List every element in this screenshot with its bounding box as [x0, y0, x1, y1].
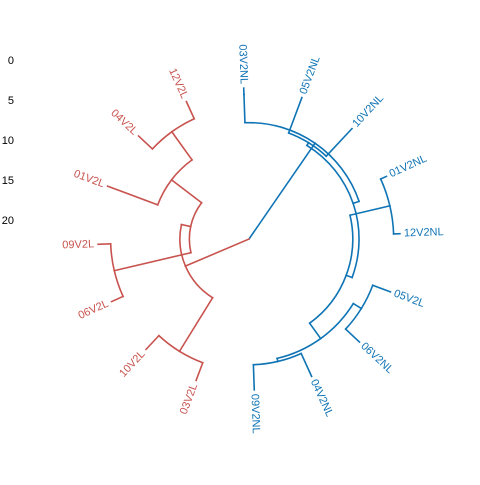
leaf-branch: [139, 136, 153, 149]
radial-tick-label: 10: [2, 135, 14, 147]
radial-tick-label: 20: [2, 215, 14, 227]
radial-branch: [346, 275, 352, 277]
arc-branch: [185, 266, 212, 298]
branches: [98, 88, 400, 390]
leaf-label: 09V2NL: [249, 394, 262, 434]
leaf-label: 05V2NL: [298, 54, 323, 95]
leaf-label: 06V2NL: [358, 340, 395, 376]
radial-branch: [172, 132, 192, 160]
radial-branch: [353, 304, 361, 309]
leaf-branch: [108, 186, 158, 205]
radial-tick-label: 15: [2, 175, 14, 187]
arc-branch: [158, 180, 172, 205]
arc-branch: [172, 119, 194, 132]
radial-branch: [181, 225, 190, 227]
arc-branch: [191, 203, 202, 227]
leaf-label: 10V2NL: [350, 92, 386, 129]
radial-branch: [179, 298, 212, 352]
radial-tick-label: 0: [8, 55, 14, 67]
arc-branch: [381, 179, 390, 206]
arc-branch: [159, 336, 180, 352]
leaf-branch: [326, 129, 352, 157]
leaf-branch: [381, 176, 387, 179]
radial-branch: [114, 253, 191, 271]
radial-branch: [244, 94, 245, 122]
arc-branch: [189, 227, 191, 253]
leaf-branch: [112, 296, 123, 301]
arc-branch: [111, 244, 115, 271]
leaf-label: 03V2L: [178, 382, 200, 416]
leaf-label: 06V2L: [76, 298, 110, 322]
leaf-branch: [289, 98, 302, 133]
leaf-label: 01V2L: [72, 168, 106, 190]
arc-branch: [172, 160, 193, 180]
radial-branch: [172, 180, 202, 203]
arc-branch: [277, 339, 321, 359]
leaf-label: 09V2L: [62, 238, 94, 251]
leaf-label: 12V2NL: [404, 226, 444, 239]
root-branch: [185, 239, 249, 266]
radial-tick-label: 5: [8, 95, 14, 107]
leaf-label: 01V2NL: [388, 153, 429, 180]
arc-branch: [114, 271, 123, 297]
leaf-branch: [346, 329, 360, 342]
arc-branch: [253, 361, 277, 364]
leaf-label: 12V2L: [166, 66, 190, 100]
radial-branch: [310, 323, 321, 338]
leaf-label: 05V2L: [392, 288, 426, 310]
leaf-label: 10V2L: [117, 348, 147, 379]
arc-branch: [152, 132, 171, 149]
arc-branch: [346, 215, 353, 275]
arc-branch: [179, 351, 202, 362]
leaf-branch: [373, 285, 391, 292]
leaf-label: 03V2NL: [236, 44, 249, 84]
leaf-branch: [196, 363, 203, 381]
leaf-label: 04V2NL: [308, 378, 335, 419]
leaf-label: 04V2L: [108, 107, 139, 137]
radial-branch: [353, 201, 359, 203]
leaf-branch: [301, 353, 311, 376]
arc-branch: [310, 275, 347, 323]
arc-branch: [390, 206, 394, 234]
leaf-branch: [146, 336, 159, 350]
root-branch: [249, 143, 315, 239]
leaf-branch: [186, 102, 194, 119]
radial-axis: 0 5 10 15 20: [2, 55, 14, 227]
arc-branch: [180, 225, 186, 267]
arc-branch: [361, 285, 372, 308]
leaf-branch: [253, 365, 254, 390]
